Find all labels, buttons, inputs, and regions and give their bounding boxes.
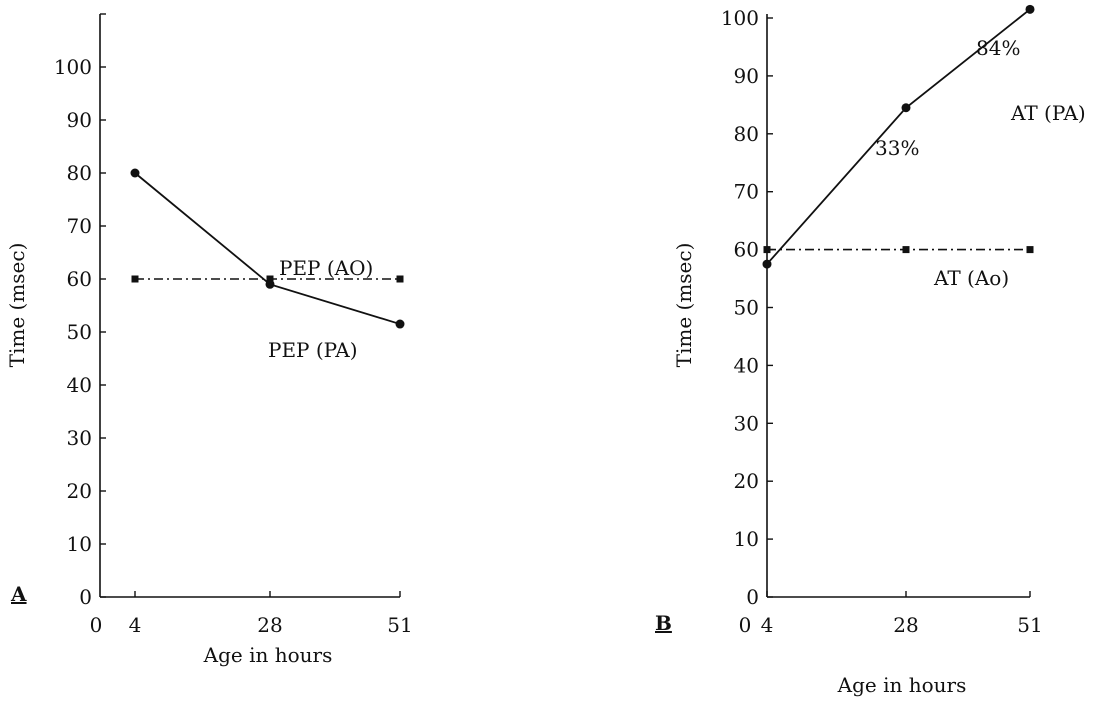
panel-b-y-tick-label: 0 <box>746 585 759 609</box>
panel-a-x-tick-label: 0 <box>90 613 103 637</box>
panel-a-x-tick-label: 51 <box>387 613 412 637</box>
panel-a-y-tick-label: 0 <box>79 585 92 609</box>
panel-a-data-point <box>395 319 405 329</box>
panel-a-x-tick-label: 4 <box>129 613 142 637</box>
panel-a-series-label-pa: PEP (PA) <box>268 338 358 362</box>
panel-a-y-tick-label: 100 <box>54 55 92 79</box>
panel-b-y-tick-label: 60 <box>734 238 759 262</box>
panel-b-x-axis-title: Age in hours <box>837 673 967 697</box>
panel-a: 0 10 20 30 40 50 60 70 80 90 100 0 4 28 51 PEP (AO) P… <box>5 13 413 667</box>
panel-b-y-tick-label: 40 <box>734 353 759 377</box>
panel-b-series-label-pa: AT (PA) <box>1010 101 1086 125</box>
panel-a-y-axis-title: Time (msec) <box>5 243 29 368</box>
panel-a-y-axis <box>99 13 106 597</box>
panel-b-y-ticks: 0 10 20 30 40 50 60 70 80 90 100 <box>721 6 773 609</box>
panel-a-series-line-1 <box>134 172 401 325</box>
panel-a-data-point <box>396 275 404 283</box>
panel-b-data-point <box>1026 246 1034 254</box>
panel-a-x-tick-label: 28 <box>257 613 282 637</box>
panel-b-y-tick-label: 100 <box>721 6 759 30</box>
panel-a-x-axis-title: Age in hours <box>203 643 333 667</box>
panel-a-y-tick-label: 80 <box>67 161 92 185</box>
panel-b-y-tick-label: 10 <box>734 527 759 551</box>
panel-b-y-tick-label: 70 <box>734 180 759 204</box>
panel-b-y-tick-label: 50 <box>734 296 759 320</box>
panel-a-x-ticks: 0 4 28 51 <box>90 591 413 637</box>
panel-a-y-tick-label: 20 <box>67 479 92 503</box>
panel-b-y-tick-label: 20 <box>734 469 759 493</box>
panel-b-x-tick-label: 0 <box>739 613 752 637</box>
panel-b-x-tick-label: 28 <box>893 613 918 637</box>
panel-a-y-tick-label: 40 <box>67 373 92 397</box>
panel-b-data-point <box>1025 4 1035 14</box>
panel-a-y-ticks: 0 10 20 30 40 50 60 70 80 90 100 <box>54 55 106 609</box>
panel-a-data-point <box>130 168 140 178</box>
panel-b-series-label-ao: AT (Ao) <box>933 266 1009 290</box>
panel-b-data-point <box>762 259 772 269</box>
panel-b-data-point <box>902 246 910 254</box>
panel-b-x-ticks: 0 4 28 51 <box>739 591 1043 637</box>
panel-b-data-point <box>763 246 771 254</box>
panel-a-series-label-ao: PEP (AO) <box>279 256 373 280</box>
panel-a-y-tick-label: 10 <box>67 532 92 556</box>
panel-a-data-point <box>131 275 139 283</box>
panel-b-x-tick-label: 51 <box>1017 613 1042 637</box>
panel-b-y-tick-label: 80 <box>734 122 759 146</box>
panel-b-annotation-84: 84% <box>976 36 1020 60</box>
panel-b-y-axis-title: Time (msec) <box>672 243 696 368</box>
panel-a-letter: A <box>10 582 27 606</box>
panel-b-annotation-33: 33% <box>875 136 919 160</box>
panel-a-data-point <box>265 279 275 289</box>
panel-b-letter: B <box>655 611 672 635</box>
panel-b-x-tick-label: 4 <box>761 613 774 637</box>
panel-a-y-tick-label: 50 <box>67 320 92 344</box>
panel-b-data-point <box>901 103 911 113</box>
panel-b: 0 10 20 30 40 50 60 70 80 90 100 0 4 28 51 AT (PA) AT… <box>655 4 1086 697</box>
panel-a-y-tick-label: 90 <box>67 108 92 132</box>
panel-b-y-tick-label: 30 <box>734 411 759 435</box>
panel-a-y-tick-label: 30 <box>67 426 92 450</box>
panel-a-y-tick-label: 60 <box>67 267 92 291</box>
panel-a-series <box>130 168 405 329</box>
panel-b-series <box>762 4 1035 269</box>
panel-a-y-tick-label: 70 <box>67 214 92 238</box>
panel-b-y-tick-label: 90 <box>734 64 759 88</box>
panel-a-data-point <box>266 275 274 283</box>
